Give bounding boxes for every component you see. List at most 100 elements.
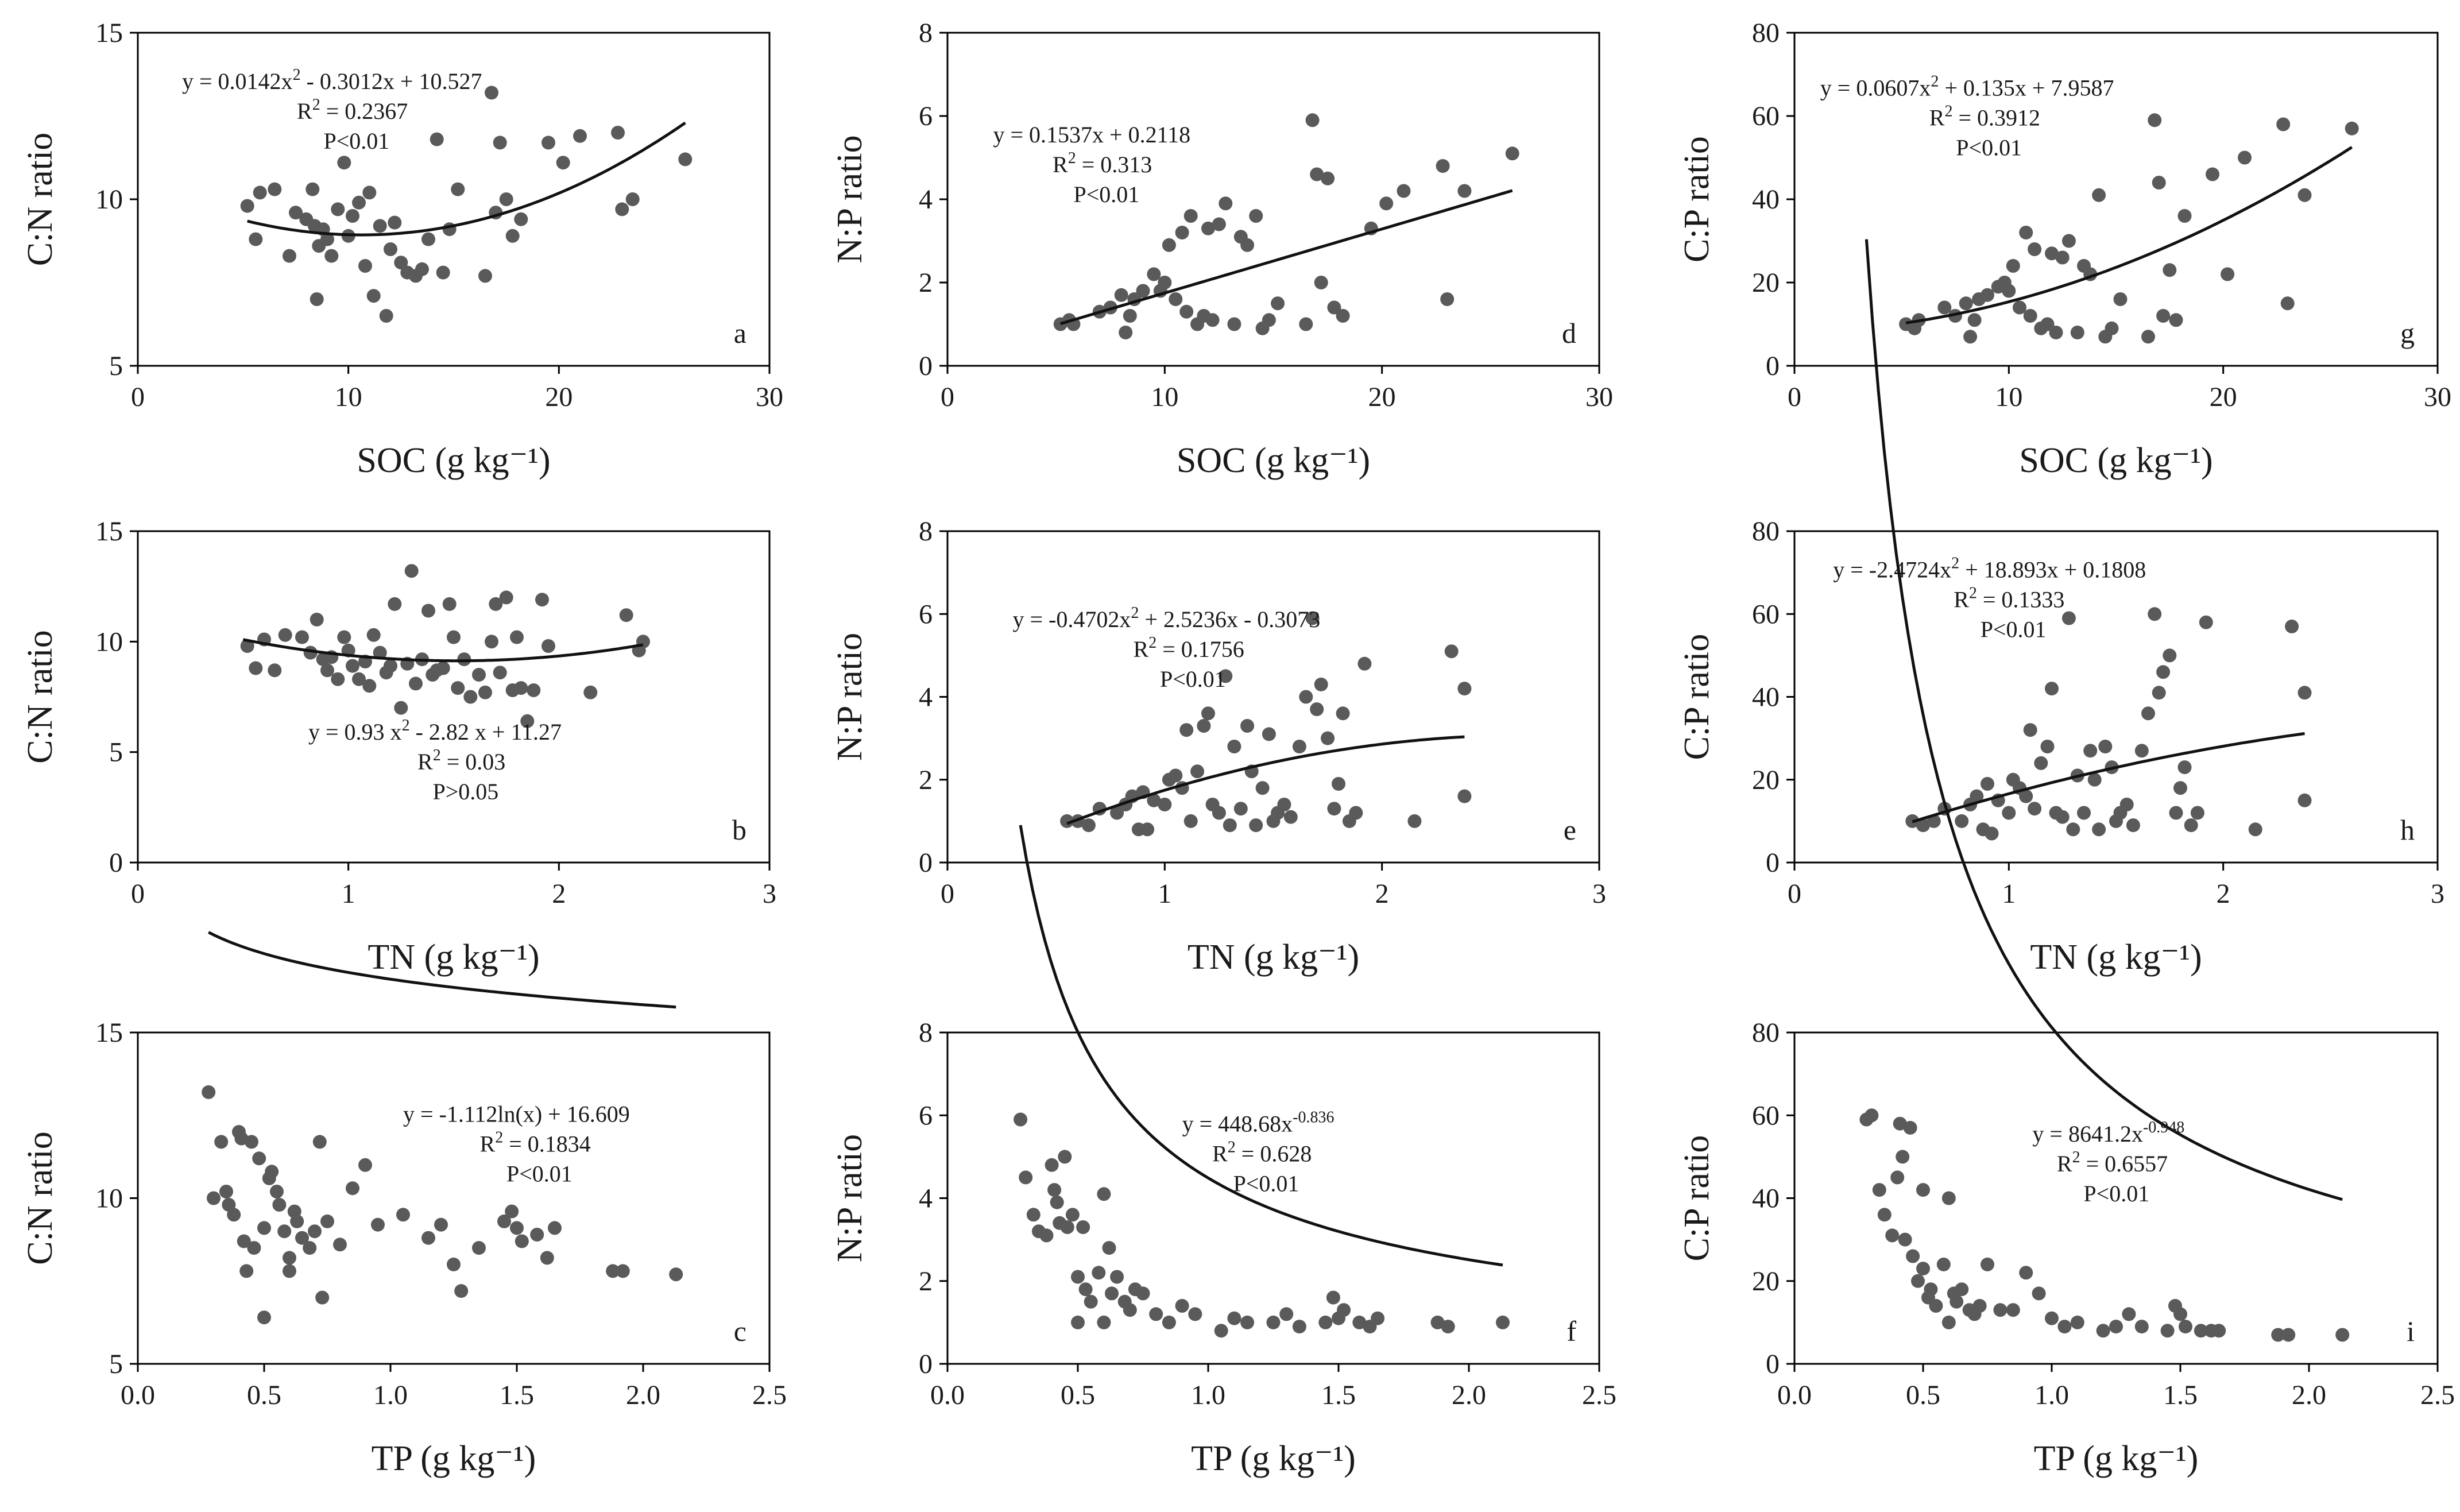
equation-text: = 0.2367: [320, 98, 408, 124]
equation-text: = 0.1333: [1977, 586, 2065, 612]
data-point: [1158, 798, 1172, 811]
trend-line: [247, 121, 686, 237]
data-point: [346, 1181, 359, 1196]
data-point: [1136, 1286, 1150, 1301]
data-point: [1314, 276, 1328, 289]
panel-letter: d: [1562, 317, 1576, 349]
data-point: [268, 663, 282, 678]
data-point: [457, 652, 471, 667]
x-tick-label: 0: [941, 382, 954, 412]
data-point: [611, 126, 625, 140]
data-point: [2281, 1328, 2296, 1342]
data-point: [245, 1135, 258, 1149]
x-axis-title: SOC (g kg⁻¹): [357, 441, 550, 480]
data-point: [253, 185, 267, 200]
data-point: [1963, 330, 1978, 344]
panel-b: 0 1 2 3 0 5 10 15 TN (g kg⁻¹) C:N ratio y = 0.93 x…: [21, 516, 776, 977]
data-point: [337, 156, 351, 170]
data-point: [1081, 818, 1096, 833]
data-point: [2276, 117, 2291, 132]
data-point: [2169, 313, 2183, 327]
data-point: [270, 1185, 284, 1198]
x-tick-label: 2.0: [2292, 1380, 2326, 1410]
data-point: [1972, 1299, 1987, 1313]
equation-text: P<0.01: [1074, 181, 1140, 207]
data-point: [1050, 1195, 1064, 1209]
data-point: [1214, 1324, 1228, 1338]
data-point: [1201, 706, 1215, 721]
equation-text: y = 0.0142x: [182, 68, 293, 94]
data-point: [421, 604, 435, 618]
y-tick-label: 0: [919, 848, 933, 878]
data-point: [2057, 1320, 2072, 1334]
equation-text: y = -0.4702x: [1013, 606, 1131, 632]
data-point: [1950, 1294, 1964, 1309]
data-point: [1175, 226, 1189, 239]
equation-text: y = 0.93 x: [308, 719, 402, 745]
data-point: [310, 292, 324, 306]
data-point: [1279, 1307, 1294, 1321]
x-tick-label: 0.0: [121, 1380, 155, 1410]
panel-f: 0.0 0.5 1.0 1.5 2.0 2.5 0 2 4 6 8 TP (g kg⁻¹) N:P ra…: [830, 825, 1616, 1478]
data-point: [1357, 656, 1372, 671]
data-point: [556, 156, 570, 170]
data-point: [1188, 1307, 1202, 1321]
data-point: [478, 685, 492, 699]
equation-text: = 0.1834: [503, 1131, 591, 1157]
data-point: [548, 1221, 562, 1235]
data-point: [1227, 740, 1241, 753]
data-point: [1872, 1183, 1886, 1197]
y-tick-label: 5: [109, 351, 123, 381]
data-point: [2055, 250, 2070, 265]
data-point: [366, 628, 381, 642]
x-tick-label: 0.0: [1777, 1380, 1812, 1410]
data-point: [510, 630, 524, 644]
data-point: [337, 630, 351, 644]
y-tick-label: 0: [1766, 351, 1780, 381]
data-point: [2113, 292, 2128, 306]
plot-frame: [137, 530, 771, 864]
data-point: [2152, 176, 2166, 190]
data-point: [320, 1214, 334, 1228]
data-point: [472, 668, 486, 682]
data-point: [2126, 818, 2140, 833]
data-point: [240, 639, 254, 653]
data-point: [289, 206, 303, 220]
data-point: [2109, 1320, 2123, 1334]
x-tick-label: 1.5: [500, 1380, 534, 1410]
superscript: 2: [1131, 604, 1139, 622]
equation-text: P<0.01: [1160, 666, 1226, 692]
data-point: [1219, 669, 1233, 683]
data-point: [2173, 781, 2187, 795]
equation-text: = 0.3912: [1952, 105, 2040, 131]
equation-line: P<0.01: [1981, 616, 2047, 642]
data-point: [1255, 781, 1270, 795]
y-axis-title: N:P ratio: [830, 1134, 869, 1262]
data-point: [606, 1264, 620, 1278]
x-tick-label: 1: [2002, 879, 2016, 909]
data-point: [249, 232, 263, 246]
x-axis-title: SOC (g kg⁻¹): [2019, 441, 2213, 480]
data-point: [295, 630, 309, 644]
data-point: [1496, 1315, 1510, 1329]
equation-text: y = -1.112ln(x) + 16.609: [403, 1101, 630, 1127]
equation-text: P<0.01: [324, 128, 390, 154]
data-point: [384, 242, 397, 256]
data-point: [2092, 188, 2106, 202]
data-point: [1430, 1315, 1445, 1329]
data-point: [320, 232, 334, 246]
data-point: [207, 1191, 221, 1205]
data-point: [257, 1310, 271, 1325]
panel-letter: a: [734, 317, 746, 349]
data-point: [454, 1284, 469, 1298]
data-point: [505, 229, 520, 243]
data-point: [1266, 1315, 1281, 1329]
data-point: [2122, 1307, 2136, 1321]
equation-line: y = 0.0607x2 + 0.135x + 7.9587: [1820, 73, 2114, 101]
data-point: [1936, 1257, 1951, 1271]
data-point: [1310, 702, 1324, 717]
x-tick-label: 1.5: [1321, 1380, 1356, 1410]
x-tick-label: 0.0: [930, 1380, 965, 1410]
data-point: [1110, 1270, 1124, 1284]
